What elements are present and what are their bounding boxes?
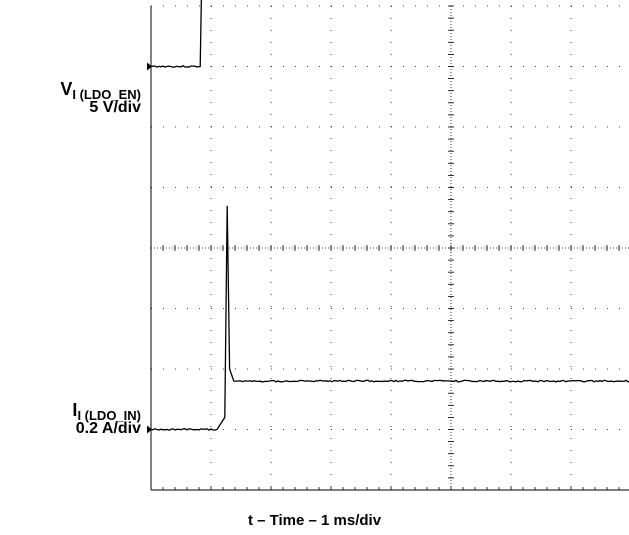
ch2-label-main: I [72,400,78,420]
ch1-label: VI (LDO_EN) [60,79,141,102]
ch1-scale: 5 V/div [89,99,141,116]
ch2-label: II (LDO_IN) [72,400,141,423]
plot-background [148,5,629,489]
x-axis-label: t – Time – 1 ms/div [247,512,382,529]
grid [150,5,629,491]
ch2-scale: 0.2 A/div [75,420,141,437]
ground-marker-ch2-icon [147,425,152,434]
ground-marker-ch1-icon [147,62,152,71]
trace-ii-ldo-in [150,205,629,432]
ch1-label-sub: I (LDO_EN) [72,87,141,102]
ch1-label-main: V [60,79,73,99]
ch2-label-sub: I (LDO_IN) [77,408,141,423]
